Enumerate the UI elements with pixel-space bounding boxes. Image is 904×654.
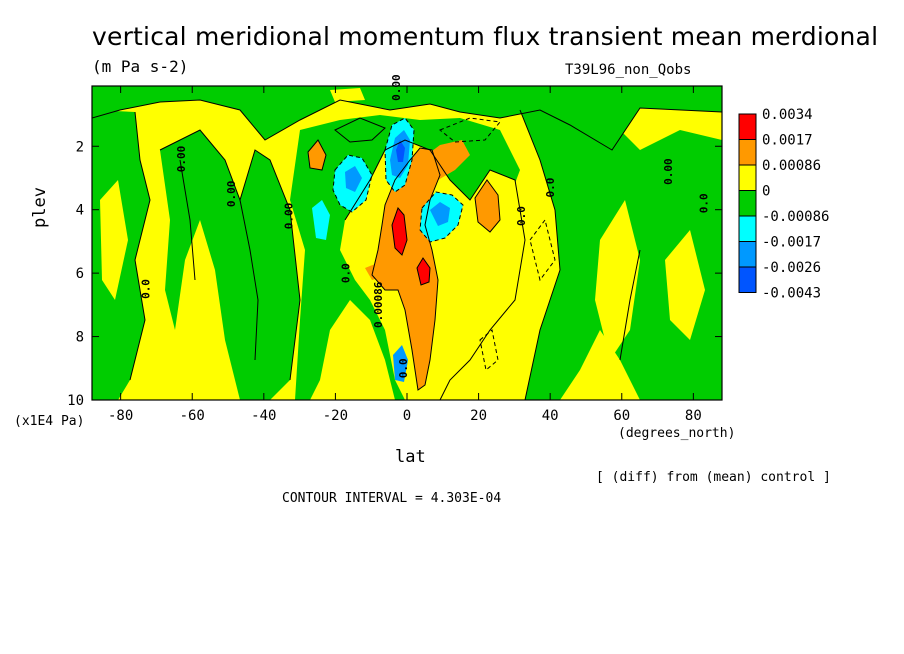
dashed-contour-lines: [332, 117, 556, 371]
x-tick-label: 0: [403, 408, 411, 424]
contour-label: 0.00: [390, 74, 403, 101]
yellow-patch-lower-left: [188, 270, 215, 370]
blue-region-right: [430, 202, 450, 226]
yellow-patch-right-2: [665, 230, 705, 340]
contour-line: [334, 117, 386, 143]
colorbar-swatch: [738, 113, 757, 140]
contour-line: [391, 207, 408, 256]
diff-note: [ (diff) from (mean) control ]: [596, 470, 831, 485]
contour-label-layer: 0.00 0.00 0.00 0.00 0.0 0.0 0.00086 0.0 0.0 0.00 0…: [139, 74, 710, 378]
dashed-contour: [384, 117, 415, 193]
red-region-lower: [417, 258, 430, 285]
contour-label: 0.00: [662, 158, 675, 185]
darkblue-region-central: [396, 140, 405, 162]
x-tick-label: -20: [323, 408, 348, 424]
contour-interval: CONTOUR INTERVAL = 4.303E-04: [282, 491, 502, 506]
x-axis: -80 -60 -40 -20 0 20 40 60 80: [108, 86, 702, 424]
y-tick-label: 6: [76, 266, 84, 282]
yellow-patch-left: [100, 180, 128, 300]
colorbar-label: 0.00086: [762, 158, 821, 174]
contour-label: 0.00: [175, 146, 188, 173]
colorbar-swatch: [738, 215, 757, 242]
colorbar-label: -0.0043: [762, 286, 821, 302]
orange-region-right-blob: [475, 180, 500, 232]
contour-line: [519, 109, 561, 400]
yellow-patch-top: [330, 88, 365, 102]
contour-field: [92, 86, 722, 400]
x-axis-label: lat: [395, 447, 426, 467]
colorbar-swatch: [738, 139, 757, 166]
contour-line: [92, 99, 722, 151]
x-tick-label: -80: [108, 408, 133, 424]
dashed-contour: [419, 191, 464, 243]
y-tick-label: 8: [76, 330, 84, 346]
cyan-region-small-left: [312, 200, 330, 240]
colorbar-label: 0.0034: [762, 107, 813, 123]
contour-line: [129, 111, 151, 381]
blue-region-bottom: [393, 345, 408, 382]
colorbar-label: 0.0017: [762, 133, 813, 149]
contour-line: [307, 139, 327, 171]
x-tick-label: -60: [180, 408, 205, 424]
blue-region-left: [345, 166, 362, 192]
x-tick-label: 80: [685, 408, 702, 424]
dashed-contour: [332, 154, 373, 213]
colorbar-label: -0.0026: [762, 260, 821, 276]
contour-label: 0.00086: [372, 281, 385, 328]
contour-label: 0.00: [282, 203, 295, 230]
orange-region-upper-right: [420, 140, 470, 180]
run-name: T39L96_non_Qobs: [565, 62, 692, 78]
dashed-contour: [529, 218, 556, 282]
colorbar-label: -0.00086: [762, 209, 829, 225]
contour-line: [344, 139, 526, 400]
y-tick-label: 4: [76, 203, 84, 219]
contour-label: 0.00: [225, 181, 238, 208]
contour-line: [474, 179, 501, 233]
y-tick-label: 10: [67, 393, 84, 409]
chart-title: vertical meridional momentum flux transi…: [92, 22, 879, 51]
contour-lines: [92, 99, 722, 400]
colorbar-swatch: [738, 266, 757, 293]
y-axis-label: plev: [30, 187, 50, 228]
colorbar-label: -0.0017: [762, 235, 821, 251]
y-axis-unit: (x1E4 Pa): [14, 414, 85, 429]
x-axis-unit: (degrees_north): [618, 426, 736, 441]
colorbar-swatch: [738, 241, 757, 268]
contour-line: [619, 249, 641, 361]
dashed-contour: [479, 329, 499, 371]
colorbar-swatch: [738, 164, 757, 191]
x-tick-label: -40: [251, 408, 276, 424]
green-region-top: [92, 86, 722, 150]
dashed-contour: [439, 117, 501, 143]
contour-line: [416, 257, 431, 286]
contour-line: [239, 199, 259, 361]
x-tick-label: 60: [613, 408, 630, 424]
y-tick-label: 2: [76, 139, 84, 155]
yellow-patch-right-1: [595, 200, 640, 360]
contour-label: 0.0: [698, 193, 711, 213]
x-tick-label: 20: [470, 408, 487, 424]
contour-label: 0.0: [515, 206, 528, 226]
x-tick-label: 40: [542, 408, 559, 424]
contour-line: [159, 129, 301, 381]
chart-units: (m Pa s-2): [92, 57, 189, 76]
colorbar: 0.0034 0.0017 0.00086 0 -0.00086 -0.0017 -0.00…: [738, 107, 829, 302]
contour-line: [371, 147, 441, 391]
y-axis: 2 4 6 8 10: [67, 139, 722, 409]
green-region-left-inner: [160, 130, 300, 400]
contour-label: 0.0: [139, 279, 152, 299]
colorbar-swatch: [738, 190, 757, 217]
contour-label: 0.0: [544, 178, 557, 198]
red-region-upper: [392, 208, 407, 255]
colorbar-label: 0: [762, 184, 770, 200]
contour-label: 0.0: [397, 358, 410, 378]
contour-label: 0.0: [340, 263, 353, 283]
orange-region-edge: [365, 262, 385, 280]
contour-line: [179, 159, 196, 281]
